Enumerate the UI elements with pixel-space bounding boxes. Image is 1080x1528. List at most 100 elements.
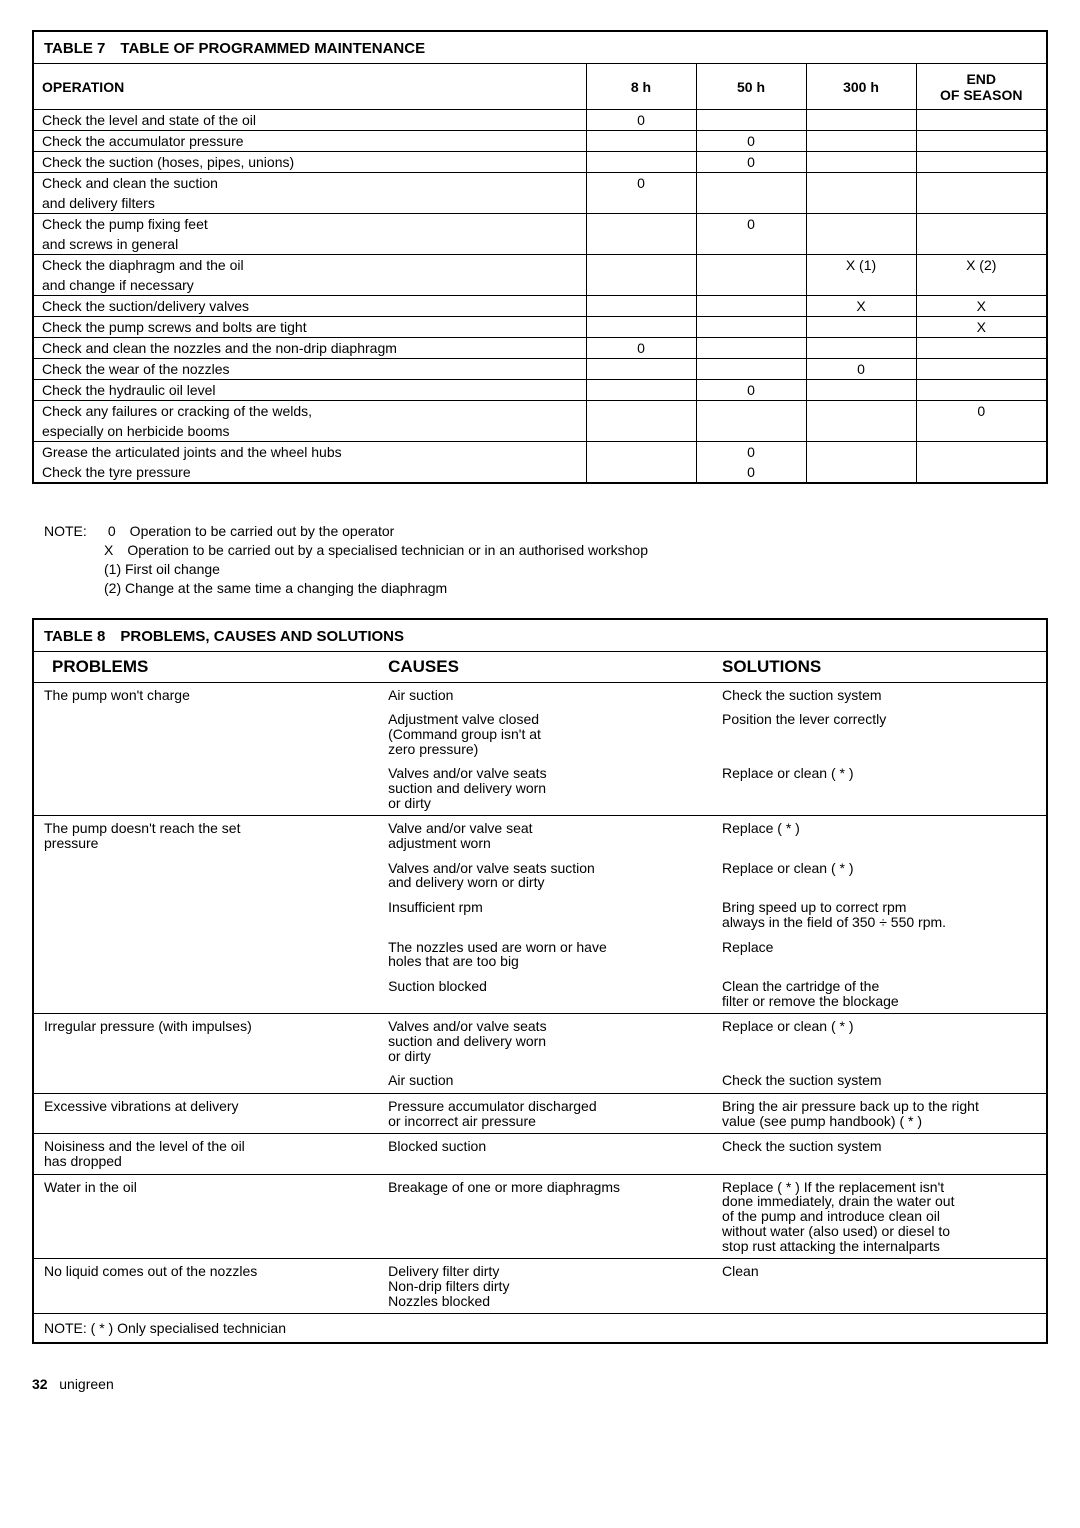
table-row: The pump doesn't reach the setpressureVa…: [34, 816, 1046, 856]
t7-cell-operation: Check the pump fixing feet: [34, 214, 586, 235]
t8-cell-solution: Replace ( * ) If the replacement isn'tdo…: [712, 1174, 1046, 1258]
t8-cell-cause: Air suction: [378, 682, 712, 707]
t7-cell-value: [916, 380, 1046, 401]
t8-cell-cause: Pressure accumulator dischargedor incorr…: [378, 1094, 712, 1134]
t8-cell-problem: Water in the oil: [34, 1174, 378, 1258]
brand-name: unigreen: [59, 1376, 114, 1392]
t7-cell-value: [916, 338, 1046, 359]
table-row: Noisiness and the level of the oilhas dr…: [34, 1134, 1046, 1174]
t7-cell-value: [916, 234, 1046, 255]
t7-cell-value: [696, 275, 806, 296]
t7-cell-value: [806, 317, 916, 338]
table-row: Check any failures or cracking of the we…: [34, 401, 1046, 422]
t7-h-8h: 8 h: [586, 64, 696, 110]
t7-cell-operation: Check the hydraulic oil level: [34, 380, 586, 401]
t7-cell-value: X: [916, 296, 1046, 317]
t7-cell-value: 0: [806, 359, 916, 380]
t8-cell-cause: Delivery filter dirtyNon-drip filters di…: [378, 1259, 712, 1314]
t7-cell-value: X (1): [806, 255, 916, 276]
t8-cell-cause: Valves and/or valve seatssuction and del…: [378, 761, 712, 816]
t7-h-end-l1: END: [966, 71, 996, 87]
table-row: Irregular pressure (with impulses)Valves…: [34, 1014, 1046, 1069]
t7-h-end-l2: OF SEASON: [940, 87, 1022, 103]
t7-cell-operation: and change if necessary: [34, 275, 586, 296]
t7-cell-value: 0: [696, 442, 806, 463]
t8-cell-cause: Air suction: [378, 1068, 712, 1093]
t8-cell-cause: Valve and/or valve seatadjustment worn: [378, 816, 712, 856]
t8-cell-problem: Excessive vibrations at delivery: [34, 1094, 378, 1134]
table7-title: TABLE 7 TABLE OF PROGRAMMED MAINTENANCE: [34, 32, 1046, 63]
t8-cell-problem: [34, 935, 378, 974]
t7-h-op: OPERATION: [34, 64, 586, 110]
t7-cell-operation: and screws in general: [34, 234, 586, 255]
table-row: Check and clean the nozzles and the non-…: [34, 338, 1046, 359]
t7-cell-operation: Grease the articulated joints and the wh…: [34, 442, 586, 463]
t7-cell-value: [586, 131, 696, 152]
t7-cell-value: [696, 401, 806, 422]
page-footer: 32 unigreen: [32, 1366, 1048, 1392]
t7-cell-value: X: [916, 317, 1046, 338]
t7-cell-operation: Check the pump screws and bolts are tigh…: [34, 317, 586, 338]
t7-cell-value: 0: [696, 462, 806, 482]
table-row: Check the wear of the nozzles0: [34, 359, 1046, 380]
t7-cell-value: X (2): [916, 255, 1046, 276]
table-row: Valves and/or valve seats suctionand del…: [34, 856, 1046, 895]
t8-cell-solution: Bring speed up to correct rpmalways in t…: [712, 895, 1046, 934]
t7-cell-value: [696, 234, 806, 255]
t7-cell-value: [586, 401, 696, 422]
t7-cell-value: [586, 234, 696, 255]
t7-cell-operation: and delivery filters: [34, 193, 586, 214]
t7-cell-value: [916, 462, 1046, 482]
t7-cell-value: 0: [696, 131, 806, 152]
t7-cell-value: [586, 442, 696, 463]
table8-title: TABLE 8 PROBLEMS, CAUSES AND SOLUTIONS: [34, 620, 1046, 651]
t8-cell-solution: Clean: [712, 1259, 1046, 1314]
t7-cell-value: 0: [586, 173, 696, 194]
t7-cell-value: [806, 152, 916, 173]
t7-note-label: NOTE:: [44, 522, 104, 541]
t8-cell-cause: Suction blocked: [378, 974, 712, 1014]
t7-cell-value: [696, 110, 806, 131]
t8-cell-solution: Clean the cartridge of thefilter or remo…: [712, 974, 1046, 1014]
table-row: No liquid comes out of the nozzlesDelive…: [34, 1259, 1046, 1314]
t7-cell-value: [916, 193, 1046, 214]
table-row: Check and clean the suction0: [34, 173, 1046, 194]
table-row: and change if necessary: [34, 275, 1046, 296]
table-row: Check the diaphragm and the oil X (1)X (2…: [34, 255, 1046, 276]
t7-cell-value: 0: [696, 152, 806, 173]
t7-cell-value: [916, 173, 1046, 194]
table-row: Check the pump fixing feet0: [34, 214, 1046, 235]
t8-cell-problem: [34, 895, 378, 934]
t7-cell-value: 0: [696, 380, 806, 401]
t8-h-problems: PROBLEMS: [34, 651, 378, 682]
t7-cell-value: [806, 275, 916, 296]
t7-note-3: (1) First oil change: [104, 561, 220, 577]
page-number: 32: [32, 1376, 48, 1392]
t7-cell-value: 0: [916, 401, 1046, 422]
t7-cell-operation: Check the tyre pressure: [34, 462, 586, 482]
table7: OPERATION 8 h 50 h 300 h END OF SEASON C…: [34, 63, 1046, 482]
t7-cell-operation: Check the level and state of the oil: [34, 110, 586, 131]
table-row: Suction blockedClean the cartridge of th…: [34, 974, 1046, 1014]
t7-cell-value: [586, 359, 696, 380]
table-row: Adjustment valve closed(Command group is…: [34, 707, 1046, 761]
t7-cell-value: X: [806, 296, 916, 317]
t7-cell-value: [916, 131, 1046, 152]
t7-cell-operation: Check the suction/delivery valves: [34, 296, 586, 317]
t8-cell-cause: The nozzles used are worn or haveholes t…: [378, 935, 712, 974]
t7-cell-value: [696, 317, 806, 338]
t7-h-300h: 300 h: [806, 64, 916, 110]
t7-cell-operation: Check and clean the nozzles and the non-…: [34, 338, 586, 359]
t7-cell-operation: Check the diaphragm and the oil: [34, 255, 586, 276]
table8-header-row: PROBLEMS CAUSES SOLUTIONS: [34, 651, 1046, 682]
table8: PROBLEMS CAUSES SOLUTIONS The pump won't…: [34, 651, 1046, 1314]
table-row: Check the accumulator pressure0: [34, 131, 1046, 152]
t7-cell-value: [586, 255, 696, 276]
table-row: The pump won't chargeAir suctionCheck th…: [34, 682, 1046, 707]
table7-header-row: OPERATION 8 h 50 h 300 h END OF SEASON: [34, 64, 1046, 110]
table-row: Check the pump screws and bolts are tigh…: [34, 317, 1046, 338]
t8-cell-problem: Irregular pressure (with impulses): [34, 1014, 378, 1069]
t8-cell-cause: Adjustment valve closed(Command group is…: [378, 707, 712, 761]
t8-cell-solution: Replace or clean ( * ): [712, 856, 1046, 895]
t7-cell-operation: Check the suction (hoses, pipes, unions): [34, 152, 586, 173]
